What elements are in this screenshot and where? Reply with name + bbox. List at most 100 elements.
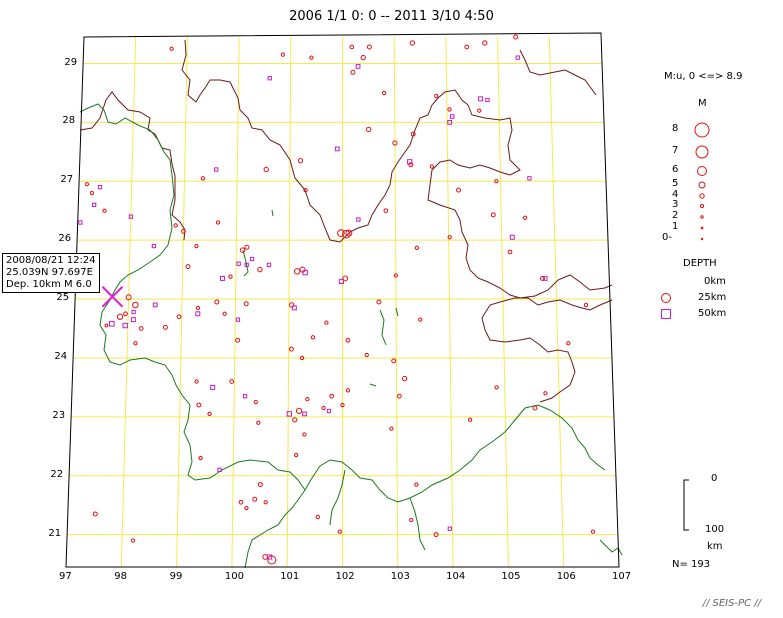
event-marker-deep: [338, 278, 345, 284]
event-marker-deep: [267, 554, 273, 560]
event-markers: [78, 34, 596, 565]
meridian-line: [176, 36, 188, 568]
event-marker: [364, 352, 369, 358]
latitude-label: 28: [62, 115, 76, 127]
event-marker: [482, 40, 488, 46]
depth-scale-bottom: 100: [705, 524, 725, 535]
event-marker: [207, 411, 212, 417]
event-marker: [434, 93, 439, 99]
magnitude-legend-label: 5: [672, 178, 679, 189]
event-marker: [490, 212, 496, 218]
event-marker-deep: [542, 276, 548, 281]
event-marker-deep: [109, 320, 115, 327]
event-marker: [215, 220, 221, 225]
event-marker-deep: [131, 309, 136, 315]
event-marker-deep: [244, 262, 249, 268]
longitude-label: 100: [224, 571, 244, 582]
event-marker: [396, 393, 402, 399]
coastline-east: [599, 539, 623, 556]
event-marker: [162, 324, 168, 330]
latitude-label: 22: [50, 468, 64, 480]
latitude-label: 26: [58, 233, 72, 245]
event-marker: [409, 517, 414, 523]
event-marker: [138, 326, 144, 331]
event-marker-deep: [130, 317, 136, 323]
event-marker: [102, 208, 107, 213]
event-marker: [365, 126, 372, 133]
china-border-sichuan: [519, 49, 597, 96]
event-marker-deep: [266, 262, 272, 268]
depth-scale-bar: [683, 479, 689, 531]
river-lake-4: [369, 383, 377, 387]
callout-location: 25.039N 97.697E: [6, 267, 93, 278]
magnitude-legend-label: 3: [672, 199, 679, 210]
event-marker-deep: [515, 55, 520, 60]
longitude-label: 104: [446, 571, 466, 582]
event-marker: [447, 107, 452, 112]
depth-scale-top: 0: [711, 473, 718, 484]
event-marker: [299, 355, 305, 361]
event-marker: [185, 264, 191, 270]
map-title: 2006 1/1 0: 0 -- 2011 3/10 4:50: [289, 9, 494, 24]
event-marker: [410, 131, 416, 137]
depth-scale-unit: km: [707, 541, 723, 552]
event-marker: [125, 294, 132, 301]
event-marker: [315, 514, 320, 520]
magnitude-legend-label: 8: [672, 123, 679, 134]
meridian-line: [393, 36, 399, 568]
river-lake-5: [271, 209, 274, 217]
event-marker: [337, 229, 345, 237]
event-marker-deep: [449, 114, 455, 119]
event-marker: [228, 274, 233, 279]
event-marker: [244, 244, 250, 250]
china-border-east: [481, 297, 613, 403]
magnitude-legend-symbol: [700, 226, 704, 230]
longitude-label: 106: [556, 571, 576, 582]
longitude-label: 97: [59, 571, 72, 582]
event-marker: [262, 554, 268, 560]
event-marker: [433, 532, 439, 538]
event-marker: [513, 34, 519, 40]
event-marker-deep: [447, 526, 452, 531]
event-marker: [123, 311, 128, 317]
legend-magnitude-heading: M: [698, 98, 707, 109]
event-marker: [257, 482, 263, 488]
event-marker: [456, 187, 462, 193]
event-marker-deep: [97, 185, 103, 190]
event-marker-deep: [122, 322, 128, 329]
depth-legend-square: [661, 309, 671, 319]
event-marker: [169, 46, 174, 51]
event-marker: [256, 420, 261, 425]
credit-label: // SEIS-PC //: [702, 598, 761, 609]
event-marker: [401, 375, 408, 382]
latitude-label: 25: [56, 292, 70, 304]
event-marker-deep: [334, 146, 340, 152]
event-marker-deep: [214, 167, 219, 172]
event-marker: [305, 397, 310, 402]
meridian-line: [231, 36, 240, 568]
longitude-label: 103: [390, 571, 410, 582]
magnitude-legend-symbol: [694, 122, 710, 138]
meridian-line: [286, 36, 292, 568]
event-marker-deep: [242, 394, 248, 399]
meridian-line: [497, 36, 509, 568]
mainshock-marker: [101, 286, 124, 308]
event-marker-deep: [249, 256, 255, 262]
event-marker: [467, 417, 473, 422]
event-marker: [391, 358, 397, 364]
event-marker: [104, 323, 109, 328]
event-marker: [252, 496, 258, 502]
event-marker-deep: [195, 311, 201, 317]
event-marker: [366, 44, 372, 50]
legend-magnitude-range: M:u, 0 <=> 8.9: [664, 71, 743, 82]
event-marker: [130, 538, 136, 543]
event-marker: [297, 157, 304, 164]
magnitude-legend-symbol: [697, 166, 707, 176]
foreign-border-vietnam-south: [409, 497, 426, 551]
event-marker: [360, 54, 366, 61]
event-marker: [253, 399, 258, 405]
event-marker: [543, 391, 548, 396]
event-marker: [566, 341, 571, 346]
legend-depth-50: 50km: [698, 308, 727, 319]
event-marker: [293, 452, 299, 458]
